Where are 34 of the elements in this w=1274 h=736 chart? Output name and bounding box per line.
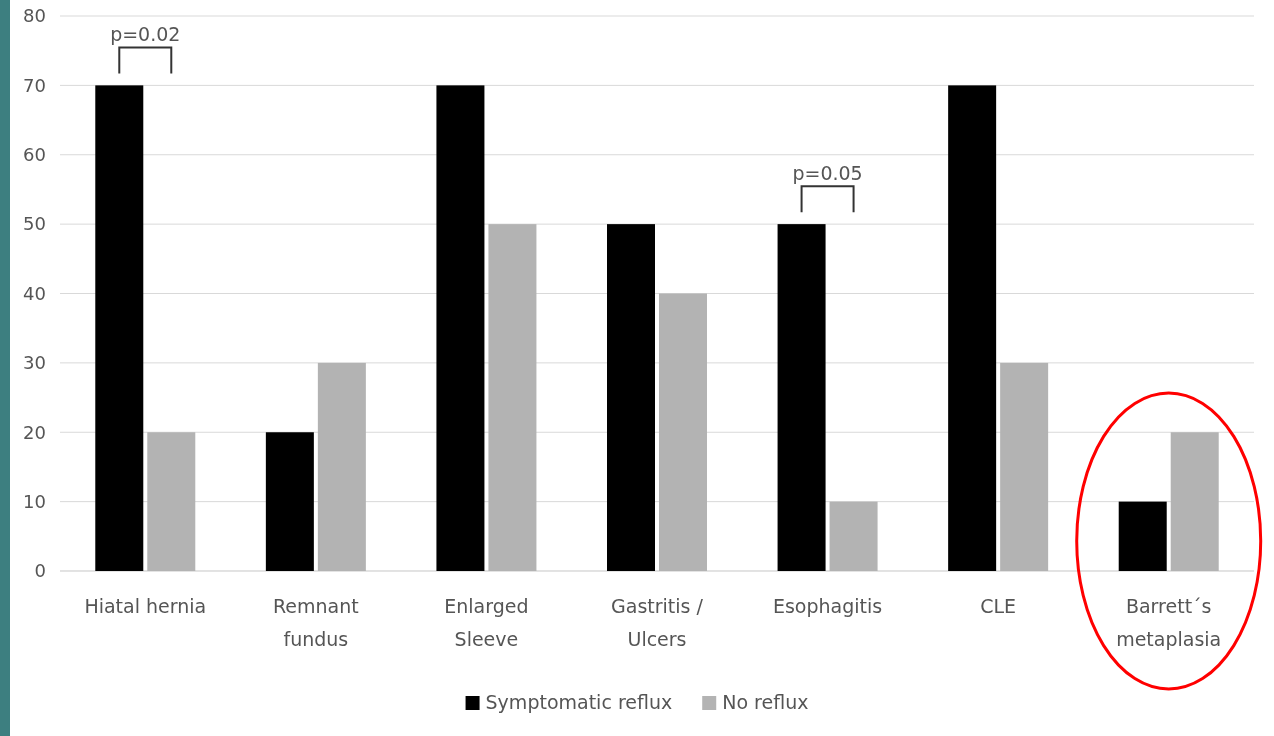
bar: [948, 85, 997, 571]
bar: [659, 293, 707, 571]
x-tick-label: Enlarged Sleeve: [444, 595, 529, 651]
y-tick-label: 0: [34, 560, 46, 582]
y-tick-label: 70: [23, 74, 46, 96]
annotation: p=0.02: [110, 23, 181, 46]
bar: [317, 362, 366, 571]
x-tick-label: CLE: [980, 595, 1017, 617]
bar: [1170, 432, 1219, 571]
legend-label: No reflux: [722, 691, 809, 713]
y-tick-label: 40: [23, 282, 46, 304]
bar: [488, 224, 537, 571]
y-tick-label: 10: [23, 490, 46, 512]
y-tick-label: 60: [23, 144, 46, 166]
y-tick-label: 30: [23, 352, 46, 374]
x-tick-label: Remnant fundus: [272, 595, 359, 651]
x-tick-label: Esophagitis: [772, 595, 883, 617]
bar: [1000, 362, 1049, 571]
x-tick-label: Hiatal hernia: [84, 595, 207, 617]
bar: [95, 85, 144, 571]
y-tick-label: 50: [23, 213, 46, 235]
bar: [265, 432, 314, 571]
bar: [777, 224, 826, 571]
y-tick-label: 80: [23, 5, 46, 27]
bar: [436, 85, 485, 571]
x-tick-label: Barrett´s metaplasia: [1116, 595, 1222, 651]
x-tick-label: Gastritis / Ulcers: [611, 595, 704, 651]
annotation: p=0.05: [792, 162, 863, 185]
bar: [829, 501, 878, 571]
bar: [1118, 501, 1167, 571]
bar: [607, 224, 655, 571]
legend-label: Symptomatic reflux: [485, 691, 673, 713]
bar: [147, 432, 196, 571]
y-tick-label: 20: [23, 421, 46, 443]
